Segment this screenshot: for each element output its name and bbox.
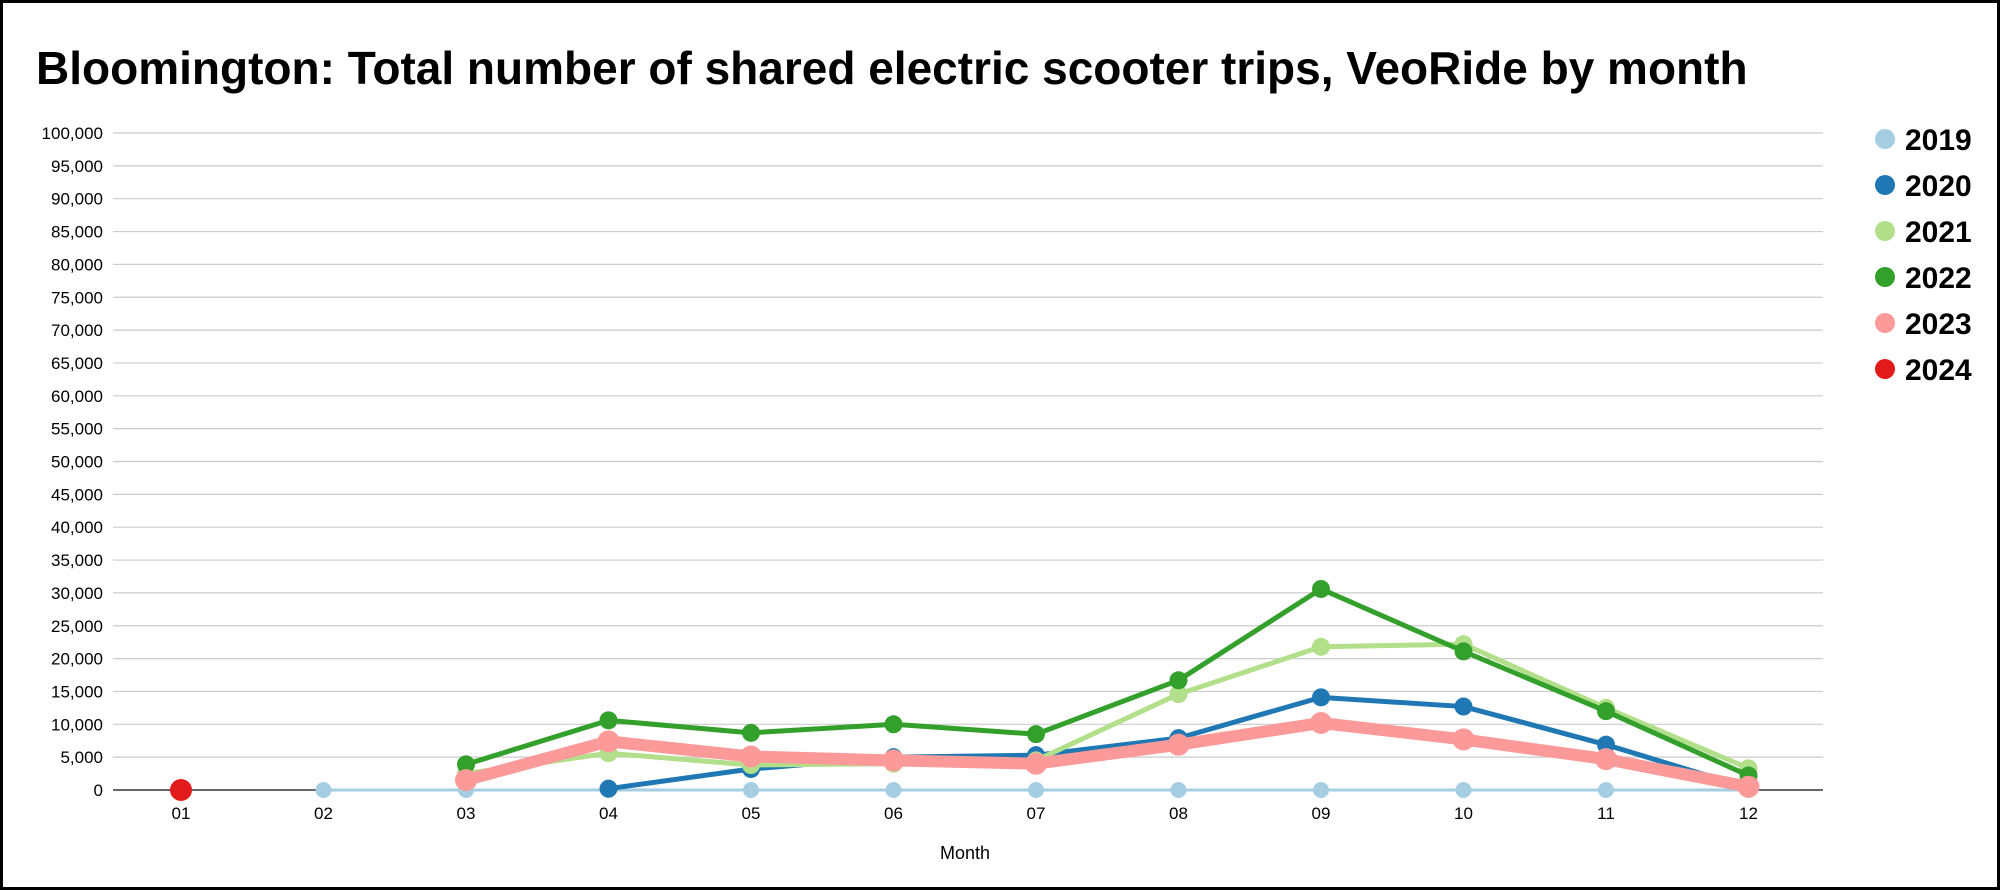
y-tick-label: 0 <box>94 781 103 800</box>
data-point-2023-03 <box>455 769 477 792</box>
data-point-2022-08 <box>1169 671 1188 690</box>
y-tick-label: 25,000 <box>51 617 103 636</box>
legend-item-2022: 2022 <box>1875 262 1972 295</box>
data-point-2022-07 <box>1027 725 1045 744</box>
data-point-2021-09 <box>1312 637 1330 656</box>
series-2023 <box>455 711 1760 798</box>
series-line-2023 <box>460 716 1755 793</box>
data-point-2020-10 <box>1454 697 1473 716</box>
y-tick-label: 100,000 <box>42 124 103 143</box>
legend-marker <box>1875 129 1895 149</box>
data-point-2023-10 <box>1452 728 1475 751</box>
y-tick-label: 50,000 <box>51 453 103 472</box>
legend-label: 2022 <box>1905 262 1972 295</box>
data-point-2019-05 <box>743 782 759 798</box>
y-tick-label: 10,000 <box>51 715 103 734</box>
y-tick-label: 70,000 <box>51 321 103 340</box>
y-tick-label: 15,000 <box>51 682 103 701</box>
y-tick-label: 40,000 <box>51 518 103 537</box>
data-point-2022-11 <box>1597 702 1615 721</box>
y-tick-label: 35,000 <box>51 551 103 570</box>
y-tick-label: 45,000 <box>51 485 103 504</box>
data-point-2019-06 <box>885 782 902 798</box>
data-point-2023-05 <box>740 745 762 768</box>
legend-label: 2023 <box>1905 308 1972 341</box>
x-tick-label: 09 <box>1312 804 1331 823</box>
series-line-2021 <box>463 641 1751 777</box>
y-tick-label: 5,000 <box>60 748 103 767</box>
legend-marker <box>1875 359 1895 379</box>
y-tick-label: 30,000 <box>51 584 103 603</box>
series-2024 <box>170 779 192 801</box>
data-point-2022-05 <box>742 723 760 742</box>
data-point-2022-04 <box>599 711 618 730</box>
data-point-2019-08 <box>1170 782 1187 798</box>
legend-marker <box>1875 221 1895 241</box>
x-axis-title: Month <box>940 843 990 863</box>
legend-item-2020: 2020 <box>1875 170 1972 203</box>
data-point-2019-10 <box>1455 782 1472 798</box>
legend: 2019 2020 2021 2022 2023 2024 <box>1875 124 1972 387</box>
data-point-2019-07 <box>1028 782 1044 798</box>
y-tick-label: 20,000 <box>51 650 103 669</box>
x-tick-label: 05 <box>742 804 761 823</box>
x-tick-label: 06 <box>884 804 903 823</box>
legend-item-2023: 2023 <box>1875 308 1972 341</box>
data-point-2020-04 <box>599 779 618 798</box>
legend-label: 2019 <box>1905 124 1972 157</box>
series-line-2022 <box>463 586 1751 779</box>
data-point-2022-03 <box>457 755 475 774</box>
y-tick-label: 60,000 <box>51 387 103 406</box>
x-tick-label: 04 <box>599 804 618 823</box>
x-tick-label: 12 <box>1739 804 1758 823</box>
data-point-2023-07 <box>1025 752 1047 775</box>
y-tick-label: 65,000 <box>51 354 103 373</box>
data-point-2023-12 <box>1737 775 1760 798</box>
data-point-2022-09 <box>1312 579 1330 598</box>
legend-marker <box>1875 313 1895 333</box>
data-point-2023-06 <box>882 749 905 772</box>
legend-label: 2024 <box>1905 354 1972 387</box>
chart-title: Bloomington: Total number of shared elec… <box>36 42 1748 94</box>
data-point-2023-08 <box>1167 733 1190 756</box>
data-point-2019-11 <box>1598 782 1614 798</box>
legend-item-2021: 2021 <box>1875 216 1972 249</box>
y-tick-label: 55,000 <box>51 420 103 439</box>
data-point-2022-10 <box>1454 642 1473 661</box>
data-point-2024-01 <box>170 779 192 801</box>
x-tick-label: 07 <box>1027 804 1046 823</box>
data-point-2020-09 <box>1312 688 1330 707</box>
data-point-2022-06 <box>884 715 903 734</box>
line-chart: 0 5,000 10,000 15,000 20,000 25,000 30,000 35,0… <box>42 124 1973 863</box>
y-tick-label: 80,000 <box>51 255 103 274</box>
y-tick-label: 75,000 <box>51 288 103 307</box>
data-point-2019-09 <box>1313 782 1329 798</box>
axes: 0 5,000 10,000 15,000 20,000 25,000 30,000 35,0… <box>42 124 1823 823</box>
gridlines <box>113 132 1823 758</box>
legend-label: 2020 <box>1905 170 1972 203</box>
legend-label: 2021 <box>1905 216 1972 249</box>
legend-item-2019: 2019 <box>1875 124 1972 157</box>
legend-marker <box>1875 267 1895 287</box>
x-tick-label: 03 <box>457 804 476 823</box>
data-point-2023-09 <box>1310 711 1332 734</box>
data-point-2023-11 <box>1595 748 1617 771</box>
x-tick-label: 08 <box>1169 804 1188 823</box>
x-tick-label: 01 <box>172 804 191 823</box>
x-tick-label: 10 <box>1454 804 1473 823</box>
series-2022 <box>457 579 1758 785</box>
y-tick-label: 95,000 <box>51 157 103 176</box>
y-tick-label: 85,000 <box>51 223 103 242</box>
data-point-2021-08 <box>1169 685 1188 704</box>
legend-item-2024: 2024 <box>1875 354 1972 387</box>
series-lines <box>170 579 1760 801</box>
y-tick-label: 90,000 <box>51 190 103 209</box>
legend-marker <box>1875 175 1895 195</box>
series-2019 <box>315 782 1757 798</box>
data-point-2019-02 <box>315 782 332 798</box>
data-point-2023-04 <box>597 730 620 753</box>
x-tick-label: 11 <box>1597 804 1615 823</box>
x-tick-label: 02 <box>314 804 333 823</box>
